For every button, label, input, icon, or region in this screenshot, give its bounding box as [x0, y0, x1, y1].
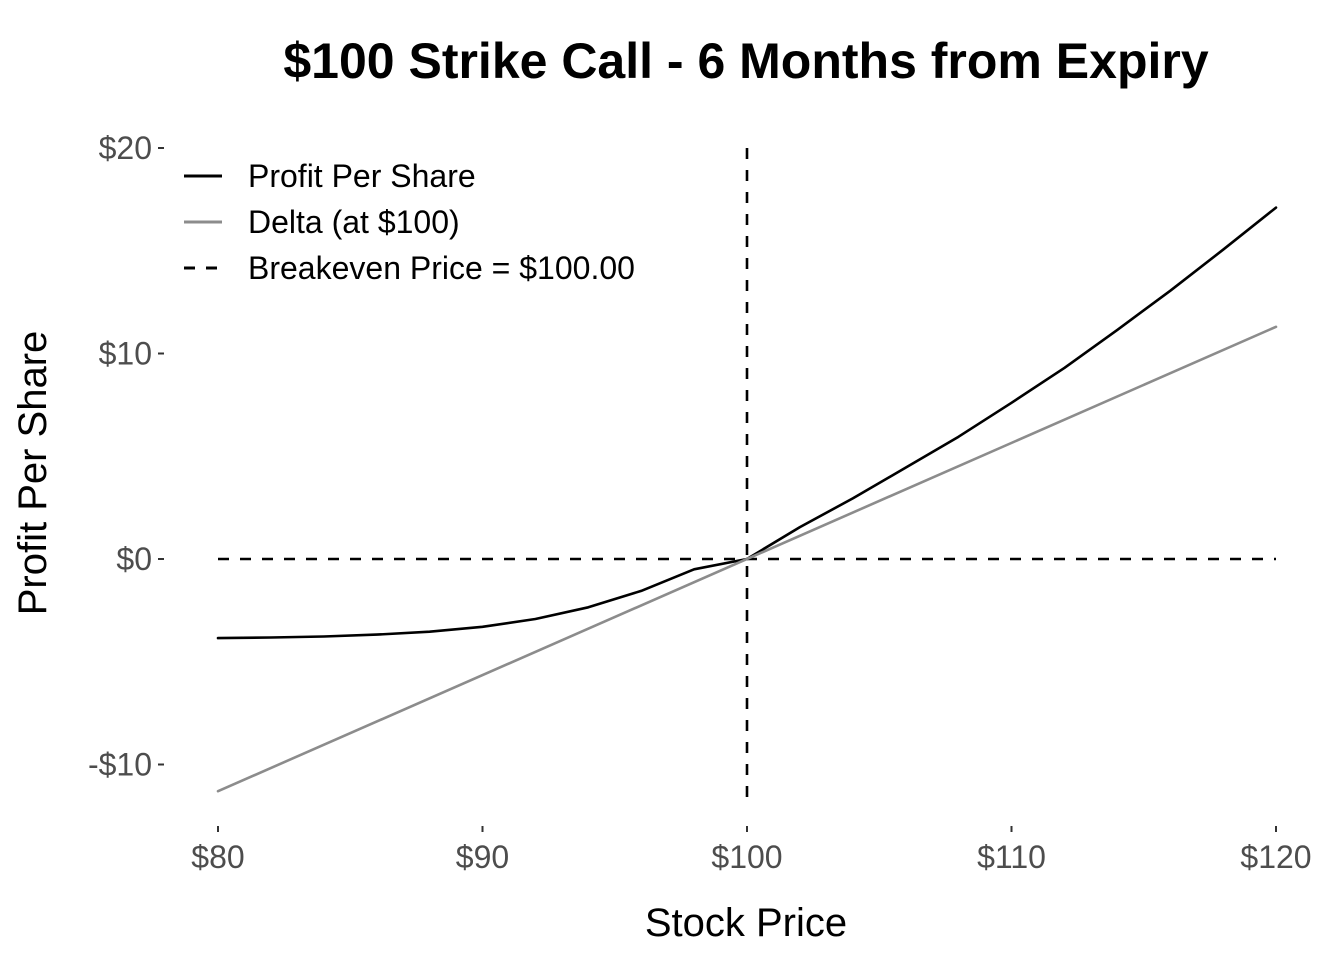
reference-lines [218, 148, 1276, 800]
y-axis-label: Profit Per Share [11, 331, 55, 616]
y-axis-ticks: $20 $10 $0 -$10 [88, 130, 164, 783]
y-tick-label: $10 [99, 336, 152, 372]
y-tick-label: -$10 [88, 747, 152, 783]
y-tick-label: $0 [116, 541, 152, 577]
y-tick-label: $20 [99, 130, 152, 166]
legend-label: Profit Per Share [248, 158, 476, 194]
legend-label: Breakeven Price = $100.00 [248, 250, 635, 286]
legend: Profit Per Share Delta (at $100) Breakeven… [184, 158, 635, 286]
x-tick-label: $100 [711, 839, 782, 875]
chart-title: $100 Strike Call - 6 Months from Expiry [283, 33, 1208, 89]
x-tick-label: $110 [977, 839, 1046, 875]
x-axis-label: Stock Price [645, 901, 847, 945]
legend-item-breakeven: Breakeven Price = $100.00 [184, 250, 635, 286]
x-tick-label: $90 [456, 839, 509, 875]
delta-line [216, 325, 1278, 793]
x-axis-ticks: $80 $90 $100 $110 $120 [191, 826, 1312, 875]
series-lines [216, 206, 1278, 793]
legend-item-delta: Delta (at $100) [184, 204, 460, 240]
x-tick-label: $120 [1240, 839, 1311, 875]
legend-label: Delta (at $100) [248, 204, 460, 240]
legend-item-profit: Profit Per Share [184, 158, 476, 194]
x-tick-label: $80 [191, 839, 244, 875]
